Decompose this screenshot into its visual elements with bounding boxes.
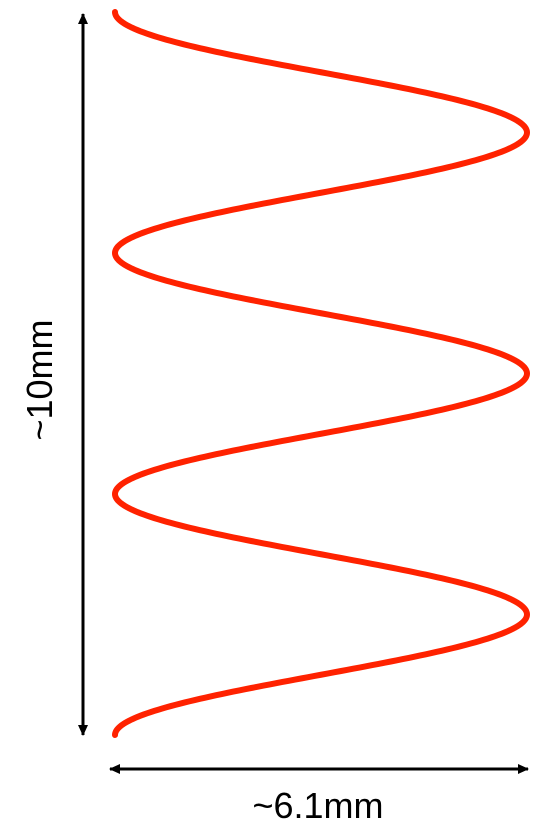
width-label: ~6.1mm bbox=[252, 785, 383, 826]
height-label: ~10mm bbox=[19, 319, 60, 440]
sine-wave-curve bbox=[112, 9, 530, 738]
